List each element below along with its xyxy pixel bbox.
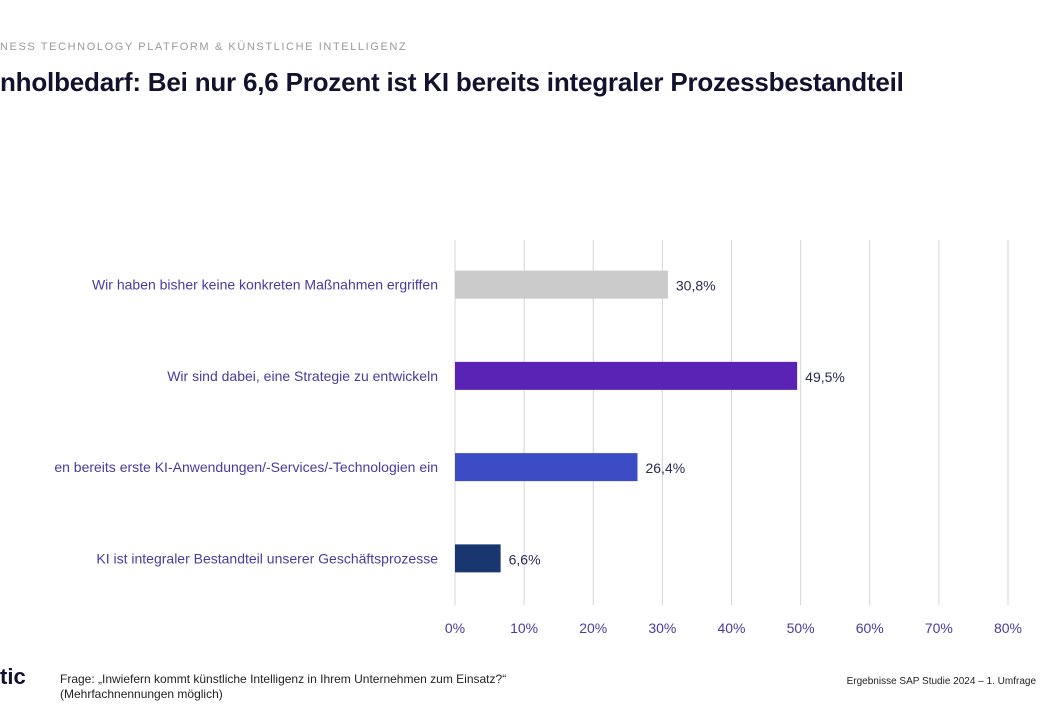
- multiple-answers-note: (Mehrfachnennungen möglich): [60, 687, 223, 701]
- bar: [455, 453, 638, 482]
- category-label: KI ist integraler Bestandteil unserer Ge…: [96, 550, 438, 566]
- x-tick-label: 60%: [856, 620, 884, 636]
- page-title: nholbedarf: Bei nur 6,6 Prozent ist KI b…: [0, 67, 904, 97]
- data-label: 6,6%: [509, 551, 541, 567]
- x-tick-label: 50%: [787, 620, 815, 636]
- bar: [455, 361, 798, 390]
- question-note: Frage: „Inwiefern kommt künstliche Intel…: [60, 672, 760, 702]
- x-tick-label: 30%: [648, 620, 676, 636]
- source-text: Ergebnisse SAP Studie 2024 – 1. Umfrage: [846, 676, 1036, 687]
- x-tick-label: 80%: [994, 620, 1022, 636]
- data-label: 26,4%: [645, 460, 685, 476]
- x-tick-label: 70%: [925, 620, 953, 636]
- x-tick-label: 40%: [717, 620, 745, 636]
- bar: [455, 544, 501, 573]
- bar: [455, 270, 668, 299]
- data-label: 30,8%: [676, 278, 716, 294]
- category-label: en bereits erste KI-Anwendungen/-Service…: [54, 459, 438, 475]
- x-tick-label: 0%: [445, 620, 465, 636]
- logo: tic: [0, 664, 26, 689]
- x-tick-label: 20%: [579, 620, 607, 636]
- x-tick-label: 10%: [510, 620, 538, 636]
- category-label: Wir haben bisher keine konkreten Maßnahm…: [92, 277, 438, 293]
- data-label: 49,5%: [805, 369, 845, 385]
- question-text: Frage: „Inwiefern kommt künstliche Intel…: [60, 672, 507, 686]
- section-kicker: NESS TECHNOLOGY PLATFORM & KÜNSTLICHE IN…: [0, 41, 408, 53]
- category-label: Wir sind dabei, eine Strategie zu entwic…: [167, 368, 438, 384]
